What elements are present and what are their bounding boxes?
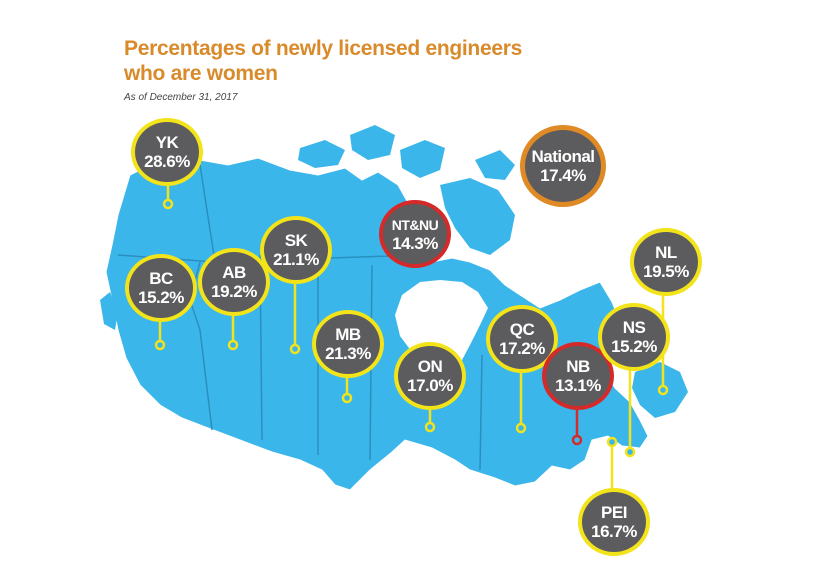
title-line-1: Percentages of newly licensed engineers (124, 37, 522, 60)
bubble-nb-value: 13.1% (555, 375, 601, 395)
bubble-national-code: National (531, 146, 595, 166)
bubble-ns-value: 15.2% (611, 336, 657, 356)
dot-pei (606, 436, 618, 448)
arctic-island-2 (350, 125, 395, 160)
dot-mb (341, 392, 353, 404)
arctic-island-1 (298, 140, 345, 168)
bubble-sk: SK 21.1% (260, 216, 332, 284)
bubble-pei-value: 16.7% (591, 521, 637, 541)
arctic-island-3 (400, 140, 445, 178)
bubble-sk-code: SK (284, 230, 308, 250)
arctic-island-4 (440, 178, 515, 255)
dot-qc (515, 422, 527, 434)
bubble-nb-code: NB (566, 356, 590, 376)
bubble-ns-code: NS (622, 317, 646, 337)
location-dots (154, 198, 669, 458)
arctic-island-6 (255, 172, 285, 195)
bubble-mb-code: MB (335, 324, 361, 344)
dot-nl (657, 384, 669, 396)
bubble-ntnu: NT&NU 14.3% (379, 200, 451, 268)
dot-on (424, 421, 436, 433)
bubble-qc-code: QC (509, 319, 535, 339)
map-subtitle: As of December 31, 2017 (124, 92, 238, 103)
dot-ns (624, 446, 636, 458)
bubble-ab-value: 19.2% (211, 281, 257, 301)
bubble-ntnu-value: 14.3% (392, 233, 438, 253)
bubble-on: ON 17.0% (394, 342, 466, 410)
dot-yk (162, 198, 174, 210)
bubble-qc-value: 17.2% (499, 338, 545, 358)
vancouver-island (100, 292, 118, 330)
arctic-island-5 (475, 150, 515, 180)
dot-sk (289, 343, 301, 355)
bubble-pei: PEI 16.7% (578, 488, 650, 556)
bubble-mb: MB 21.3% (312, 310, 384, 378)
bubble-yk: YK 28.6% (131, 118, 203, 186)
title-line-2: who are women (124, 62, 278, 85)
bubble-on-value: 17.0% (407, 375, 453, 395)
border-on-qc (479, 354, 483, 471)
map-title: Percentages of newly licensed engineers … (124, 36, 644, 86)
bubble-pei-code: PEI (601, 502, 627, 522)
bubble-national: National 17.4% (520, 125, 606, 207)
bubble-bc: BC 15.2% (125, 254, 197, 322)
bubble-on-code: ON (417, 356, 443, 376)
dot-bc (154, 339, 166, 351)
bubble-national-value: 17.4% (540, 165, 586, 185)
bubble-yk-value: 28.6% (144, 151, 190, 171)
dot-nb (571, 434, 583, 446)
bubble-nl: NL 19.5% (630, 228, 702, 296)
bubble-yk-code: YK (155, 132, 179, 152)
bubble-bc-value: 15.2% (138, 287, 184, 307)
dot-ab (227, 339, 239, 351)
bubble-ns: NS 15.2% (598, 303, 670, 371)
bubble-ab: AB 19.2% (198, 248, 270, 316)
bubble-nl-value: 19.5% (643, 261, 689, 281)
bubble-ab-code: AB (222, 262, 246, 282)
bubble-mb-value: 21.3% (325, 343, 371, 363)
bubble-ntnu-code: NT&NU (391, 216, 439, 233)
bubble-nl-code: NL (655, 242, 677, 262)
bubble-bc-code: BC (149, 268, 173, 288)
bubble-sk-value: 21.1% (273, 249, 319, 269)
